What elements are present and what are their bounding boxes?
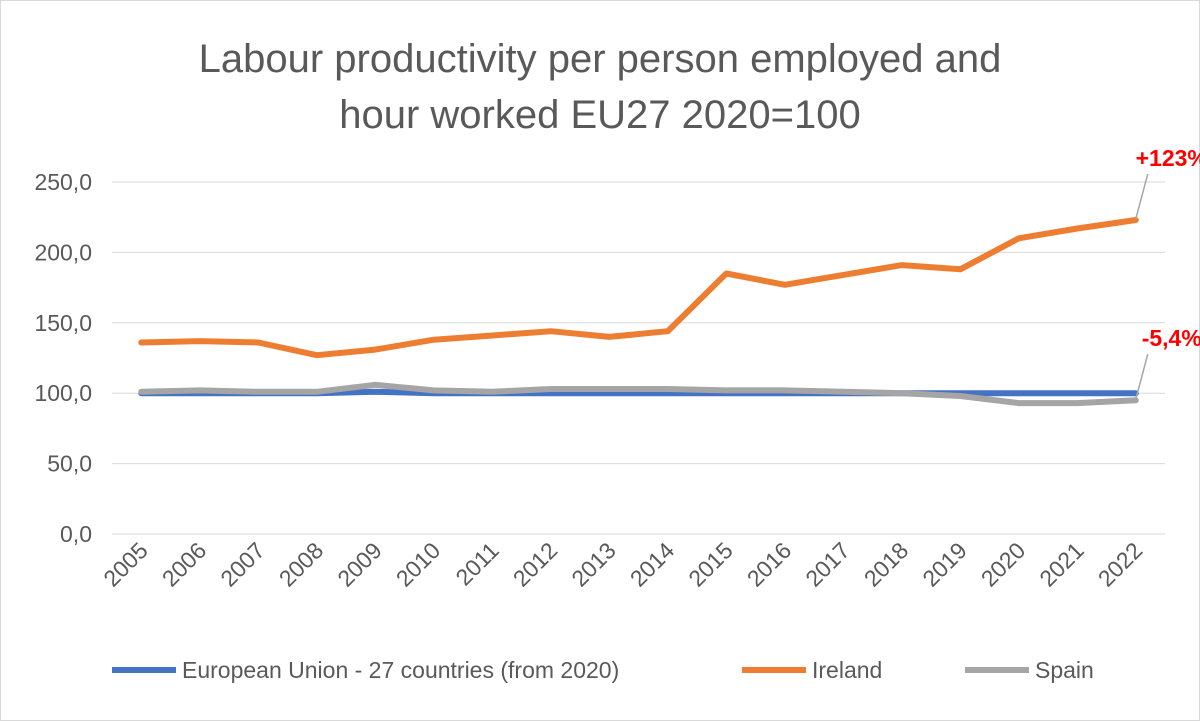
legend-label-spain: Spain — [1035, 657, 1094, 683]
y-tick-label-100: 100,0 — [34, 380, 92, 406]
legend-label-ireland: Ireland — [812, 657, 882, 683]
y-tick-label-150: 150,0 — [34, 310, 92, 336]
x-tick-label-2005: 2005 — [98, 537, 153, 592]
annotations: +123% -5,4% — [1135, 145, 1200, 400]
chart-title-line-2: hour worked EU27 2020=100 — [339, 93, 860, 137]
y-axis-ticks: 0,0 50,0 100,0 150,0 200,0 250,0 — [34, 169, 92, 547]
legend: European Union - 27 countries (from 2020… — [112, 657, 1094, 683]
x-tick-label-2019: 2019 — [917, 537, 972, 592]
x-tick-label-2008: 2008 — [274, 537, 329, 592]
x-tick-label-2020: 2020 — [976, 537, 1031, 592]
y-tick-label-0: 0,0 — [60, 521, 92, 547]
x-tick-label-2015: 2015 — [683, 537, 738, 592]
y-tick-label-250: 250,0 — [34, 169, 92, 195]
x-tick-label-2017: 2017 — [800, 537, 855, 592]
x-tick-label-2014: 2014 — [625, 537, 680, 592]
x-tick-label-2021: 2021 — [1034, 537, 1089, 592]
chart-title-line-1: Labour productivity per person employed … — [199, 37, 1002, 81]
legend-label-european-union-27-countries-from-2020: European Union - 27 countries (from 2020… — [182, 657, 619, 683]
annotation-label-spain: -5,4% — [1142, 325, 1200, 351]
x-tick-label-2022: 2022 — [1093, 537, 1148, 592]
x-axis-ticks: 2005 2006 2007 2008 2009 2010 2011 2012 2013 2014… — [98, 537, 1147, 592]
annotation-leader-spain — [1135, 354, 1149, 400]
x-tick-label-2006: 2006 — [157, 537, 212, 592]
y-tick-label-50: 50,0 — [47, 451, 92, 477]
gridlines — [112, 181, 1165, 535]
x-tick-label-2016: 2016 — [742, 537, 797, 592]
x-tick-label-2012: 2012 — [508, 537, 563, 592]
plot-area — [138, 217, 1139, 407]
x-tick-label-2018: 2018 — [859, 537, 914, 592]
series-line-ireland — [138, 217, 1139, 359]
x-tick-label-2011: 2011 — [450, 537, 503, 590]
x-tick-label-2009: 2009 — [332, 537, 387, 592]
annotation-label-ireland: +123% — [1136, 145, 1200, 171]
x-tick-label-2013: 2013 — [566, 537, 621, 592]
annotation-leader-ireland — [1135, 173, 1149, 220]
x-tick-label-2010: 2010 — [391, 537, 446, 592]
series-line-spain — [138, 381, 1139, 407]
y-tick-label-200: 200,0 — [34, 239, 92, 265]
x-tick-label-2007: 2007 — [215, 537, 270, 592]
chart-title: Labour productivity per person employed … — [199, 37, 1002, 137]
